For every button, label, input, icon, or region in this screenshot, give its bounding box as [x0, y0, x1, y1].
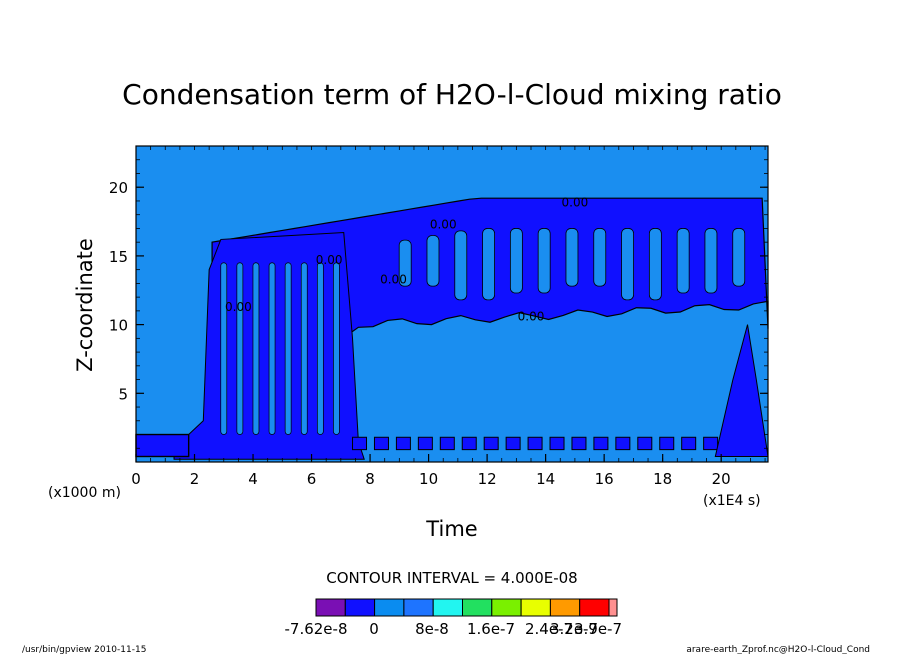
contour-gap — [732, 228, 746, 287]
contour-gap — [676, 228, 690, 294]
footer-right: arare-earth_Zprof.nc@H2O-l-Cloud_Cond — [686, 645, 870, 654]
x-tick-label: 0 — [131, 470, 141, 488]
colorbar-label: 3.9e-7 — [574, 620, 622, 638]
contour-label: 0.00 — [430, 217, 457, 231]
contour-gap — [704, 228, 718, 294]
colorbar-label: 3.2e-7 — [550, 620, 598, 638]
contour-gap — [565, 228, 579, 287]
colorbar-swatch — [374, 598, 405, 617]
surface-cloud — [527, 436, 543, 451]
colorbar-swatch — [520, 598, 551, 617]
x-unit-label: (x1E4 s) — [703, 493, 761, 509]
y-axis-label: Z-coordinate — [73, 238, 97, 372]
surface-cloud — [549, 436, 565, 451]
colorbar-swatch — [549, 598, 581, 617]
x-tick-label: 10 — [419, 470, 438, 488]
y-axis: 5 10 15 20 — [109, 159, 768, 449]
x-tick-label: 12 — [478, 470, 497, 488]
colorbar-label: 8e-8 — [415, 620, 449, 638]
surface-cloud — [637, 436, 653, 451]
late-convection — [714, 324, 769, 458]
contour-gap — [593, 228, 607, 287]
surface-cloud — [615, 436, 631, 451]
surface-cloud — [439, 436, 455, 451]
contour-label: 0.00 — [225, 300, 252, 314]
chart-title: Condensation term of H2O-l-Cloud mixing … — [122, 78, 782, 111]
plot-area: 0.00 0.00 0.00 0.00 0.00 0.00 — [135, 145, 769, 463]
surface-cloud — [659, 436, 675, 451]
surface-cloud — [373, 436, 389, 451]
surface-cloud — [703, 436, 719, 451]
contour-gap — [220, 262, 228, 435]
x-tick-label: 4 — [248, 470, 258, 488]
surface-layer — [135, 433, 190, 458]
x-tick-label: 14 — [536, 470, 555, 488]
surface-cloud — [483, 436, 499, 451]
contour-gap — [236, 262, 244, 435]
contour-gap — [300, 262, 308, 435]
contour-label: 0.00 — [562, 195, 589, 209]
x-tick-label: 18 — [653, 470, 672, 488]
contour-gap — [316, 262, 324, 435]
surface-cloud — [461, 436, 477, 451]
x-axis-label: Time — [425, 517, 477, 541]
x-tick-label: 16 — [595, 470, 614, 488]
colorbar-swatch — [579, 598, 610, 617]
y-tick-label: 5 — [118, 385, 128, 403]
y-tick-label: 20 — [109, 179, 128, 197]
surface-cloud — [352, 436, 368, 451]
contour-label: 0.00 — [380, 272, 407, 286]
surface-cloud — [571, 436, 587, 451]
contour-gap — [454, 230, 468, 301]
y-tick-label: 15 — [109, 248, 128, 266]
x-tick-label: 20 — [712, 470, 731, 488]
contour-gap — [537, 228, 551, 294]
colorbar-label: -7.62e-8 — [285, 620, 348, 638]
footer-left: /usr/bin/gpview 2010-11-15 — [22, 645, 146, 654]
contour-gap — [284, 262, 292, 435]
x-tick-label: 6 — [307, 470, 317, 488]
surface-cloud — [505, 436, 521, 451]
colorbar-label: 0 — [369, 620, 379, 638]
y-tick-label: 10 — [109, 317, 128, 335]
colorbar-swatch — [344, 598, 376, 617]
colorbar-swatch — [403, 598, 434, 617]
x-tick-label: 8 — [365, 470, 375, 488]
surface-cloud — [593, 436, 609, 451]
contour-interval-label: CONTOUR INTERVAL = 4.000E-08 — [326, 569, 577, 587]
colorbar-swatch — [462, 598, 493, 617]
colorbar-swatch — [432, 598, 464, 617]
colorbar-label: 2.4e-7 — [525, 620, 573, 638]
colorbar-swatch — [315, 598, 346, 617]
colorbar-swatch — [608, 598, 618, 617]
contour-gap — [426, 235, 440, 287]
colorbar-swatch — [491, 598, 522, 617]
x-axis: 0 2 4 6 8 10 12 14 16 18 20 — [131, 146, 766, 488]
contour-gap — [509, 228, 523, 294]
contour-gap — [398, 239, 412, 287]
contour-gap — [252, 262, 260, 435]
contour-gap — [482, 228, 495, 301]
y-unit-label: (x1000 m) — [48, 485, 121, 501]
x-tick-label: 2 — [190, 470, 200, 488]
colorbar: -7.62e-8 0 8e-8 1.6e-7 2.4e-73.2e-73.9e-7 — [285, 598, 622, 638]
contour-gap — [268, 262, 276, 435]
surface-cloud — [395, 436, 411, 451]
surface-cloud — [417, 436, 433, 451]
contour-gap — [648, 228, 662, 301]
contour-gap — [621, 228, 634, 301]
colorbar-label: 1.6e-7 — [467, 620, 515, 638]
surface-cloud — [681, 436, 697, 451]
plot-frame — [135, 145, 769, 463]
contour-gap — [333, 262, 340, 435]
contour-label: 0.00 — [316, 253, 343, 267]
contour-label: 0.00 — [518, 309, 545, 323]
